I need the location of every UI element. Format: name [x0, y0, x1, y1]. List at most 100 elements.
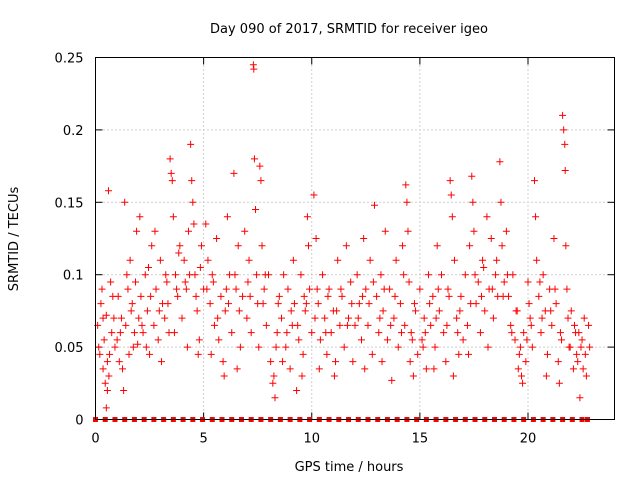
data-point — [416, 285, 424, 293]
data-point — [196, 263, 204, 271]
data-point — [103, 387, 111, 395]
data-point — [578, 336, 586, 344]
data-point — [99, 314, 107, 322]
data-point — [449, 372, 457, 380]
data-point — [567, 307, 575, 315]
data-point — [294, 321, 302, 329]
data-point — [526, 314, 534, 322]
data-point — [455, 350, 463, 358]
data-point — [167, 169, 175, 177]
data-point — [152, 285, 160, 293]
data-point — [349, 358, 357, 366]
data-point — [361, 365, 369, 373]
data-point — [232, 285, 240, 293]
data-point — [543, 350, 551, 358]
data-point — [427, 321, 435, 329]
data-point — [168, 177, 176, 185]
data-point — [277, 314, 285, 322]
data-point — [228, 329, 236, 337]
y-axis-title: SRMTID / TECUs — [7, 187, 22, 292]
data-point — [144, 263, 152, 271]
data-point — [434, 285, 442, 293]
data-point — [503, 271, 511, 279]
data-point — [563, 285, 571, 293]
data-point — [461, 271, 469, 279]
data-point — [558, 336, 566, 344]
data-point — [497, 198, 505, 206]
data-point — [190, 220, 198, 228]
data-point — [312, 235, 320, 242]
data-point — [129, 343, 137, 351]
y-tick-labels: 0 0.05 0.1 0.15 0.2 0.25 — [55, 52, 84, 429]
data-point — [476, 329, 484, 337]
data-point — [162, 271, 170, 279]
data-point — [103, 358, 111, 366]
data-point — [555, 379, 563, 387]
data-point — [217, 292, 225, 300]
data-point — [530, 177, 538, 185]
data-point — [305, 242, 313, 250]
data-point — [512, 307, 520, 315]
scatter-points — [94, 61, 594, 412]
data-point — [518, 372, 526, 380]
data-point — [116, 329, 124, 337]
data-point — [523, 336, 531, 344]
data-point — [133, 227, 141, 235]
data-point — [244, 278, 252, 286]
data-point — [496, 158, 504, 166]
data-point — [581, 350, 589, 358]
data-point — [525, 300, 533, 308]
data-point — [401, 321, 409, 329]
data-point — [151, 227, 159, 235]
y-tick-label: 0.1 — [63, 269, 84, 284]
axis-ticks — [95, 57, 615, 420]
data-point — [222, 285, 230, 293]
data-point — [235, 307, 243, 315]
grid-lines — [95, 57, 615, 420]
data-point — [173, 285, 181, 293]
data-point — [575, 329, 583, 337]
data-point — [433, 242, 441, 250]
data-point — [122, 321, 130, 329]
data-point — [471, 271, 479, 279]
data-point — [98, 285, 106, 293]
data-point — [137, 292, 145, 300]
data-point — [154, 336, 162, 344]
data-point — [419, 343, 427, 351]
data-point — [284, 285, 292, 293]
data-point — [166, 155, 174, 163]
data-point — [324, 292, 332, 300]
data-point — [120, 387, 128, 395]
data-point — [373, 292, 381, 300]
data-point — [522, 358, 530, 366]
data-point — [258, 242, 266, 250]
data-point — [267, 358, 275, 366]
x-axis-title: GPS time / hours — [295, 460, 404, 475]
data-point — [429, 292, 437, 300]
y-tick-label: 0.15 — [55, 196, 84, 211]
data-point — [314, 300, 322, 308]
data-point — [293, 387, 301, 395]
data-point — [348, 300, 356, 308]
data-point — [353, 271, 361, 279]
data-point — [585, 321, 593, 329]
data-point — [108, 329, 116, 337]
data-point — [332, 358, 340, 366]
data-point — [150, 321, 158, 329]
data-point — [456, 307, 464, 315]
data-point — [273, 329, 281, 337]
data-point — [236, 343, 244, 351]
data-point — [387, 321, 395, 329]
data-point — [507, 321, 515, 329]
data-point — [511, 336, 519, 344]
data-point — [143, 307, 151, 315]
data-point — [406, 358, 414, 366]
data-point — [422, 365, 430, 373]
data-point — [275, 292, 283, 300]
data-point — [412, 307, 420, 315]
data-point — [253, 271, 261, 279]
data-point — [283, 329, 291, 337]
data-point — [514, 365, 522, 373]
data-point — [182, 285, 190, 293]
data-point — [548, 321, 556, 329]
